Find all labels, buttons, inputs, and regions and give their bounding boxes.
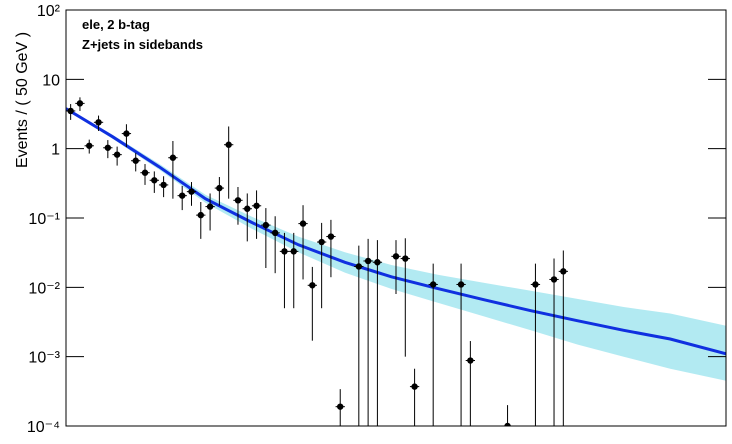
data-point — [271, 229, 279, 237]
data-point — [178, 192, 186, 199]
data-point — [206, 203, 214, 210]
y-axis-label: Events / ( 50 GeV ) — [14, 32, 31, 168]
data-point — [429, 281, 437, 288]
data-point — [76, 100, 84, 107]
data-point — [197, 211, 204, 219]
y-tick-label: 10⁻³ — [28, 350, 60, 367]
y-tick-label: 10⁻⁴ — [27, 419, 60, 436]
data-point — [560, 268, 567, 275]
data-point — [532, 281, 539, 288]
y-tick-label: 10⁻¹ — [28, 211, 60, 228]
data-point — [411, 383, 418, 390]
data-point — [337, 403, 344, 410]
data-point — [113, 151, 121, 158]
y-tick-label: 10² — [37, 3, 61, 20]
data-point — [160, 181, 167, 189]
data-point — [151, 177, 158, 184]
data-point — [281, 248, 288, 255]
data-point — [392, 253, 400, 260]
data-point — [132, 157, 139, 164]
y-tick-label: 10 — [42, 72, 60, 89]
data-point — [504, 422, 511, 426]
data-point — [104, 144, 112, 151]
y-tick-label: 10⁻² — [28, 280, 60, 297]
data-point — [253, 202, 260, 209]
data-point — [123, 130, 130, 137]
uncertainty-band — [66, 107, 726, 381]
data-point — [299, 220, 307, 227]
data-point — [309, 282, 316, 289]
data-point — [402, 255, 409, 262]
data-point — [86, 142, 93, 149]
data-point — [355, 263, 363, 270]
fit-curve — [66, 107, 726, 356]
data-point — [457, 281, 465, 288]
data-point — [225, 141, 232, 148]
data-point — [290, 248, 297, 255]
data-point — [95, 119, 102, 126]
annotation: ele, 2 b-tag — [82, 17, 150, 32]
data-point — [467, 357, 474, 364]
data-point — [216, 184, 223, 192]
data-point — [188, 188, 195, 195]
data-point — [67, 107, 74, 115]
data-point — [374, 259, 381, 266]
data-point — [169, 154, 177, 161]
data-point — [244, 205, 251, 212]
data-point — [364, 257, 372, 265]
data-point — [318, 238, 325, 246]
data-point — [327, 233, 335, 240]
annotation: Z+jets in sidebands — [82, 37, 203, 52]
data-point — [141, 169, 149, 176]
y-tick-label: 1 — [51, 142, 60, 159]
data-point — [234, 197, 242, 204]
data-point — [262, 221, 270, 229]
data-point — [550, 276, 558, 283]
plot-frame — [65, 9, 727, 427]
plot-area — [66, 97, 726, 426]
